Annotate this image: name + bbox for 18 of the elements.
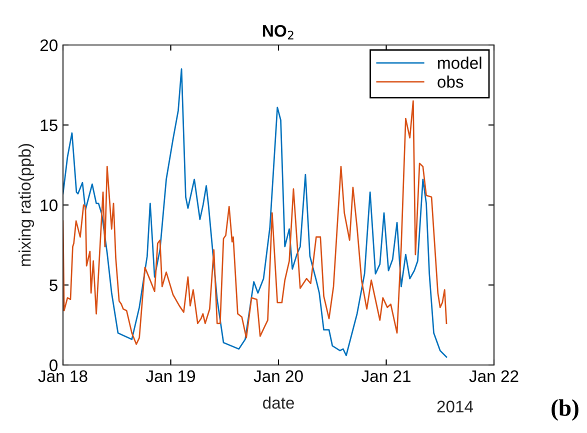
line-series bbox=[63, 100, 448, 345]
x-tick-label: Jan 20 bbox=[254, 370, 303, 382]
legend-label: model bbox=[438, 56, 482, 69]
x-tick-label: Jan 18 bbox=[38, 370, 88, 382]
y-tick-label: 5 bbox=[50, 280, 58, 292]
legend-label: obs bbox=[438, 76, 464, 88]
x-tick-label: Jan 22 bbox=[469, 370, 518, 382]
y-axis-title: mixing ratio(ppb) bbox=[18, 144, 34, 266]
text: (b) bbox=[552, 399, 578, 421]
x-tick-label: Jan 19 bbox=[146, 370, 195, 382]
text: 2014 bbox=[437, 400, 474, 412]
x-axis-title: date bbox=[262, 396, 294, 409]
y-tick-label: 15 bbox=[40, 120, 58, 132]
y-tick-label: 0 bbox=[50, 359, 58, 372]
chart-title: NO$_{2}$ bbox=[263, 25, 294, 40]
x-tick-label: Jan 21 bbox=[361, 370, 410, 382]
y-tick-label: 10 bbox=[40, 199, 58, 212]
y-tick-label: 20 bbox=[40, 39, 58, 52]
